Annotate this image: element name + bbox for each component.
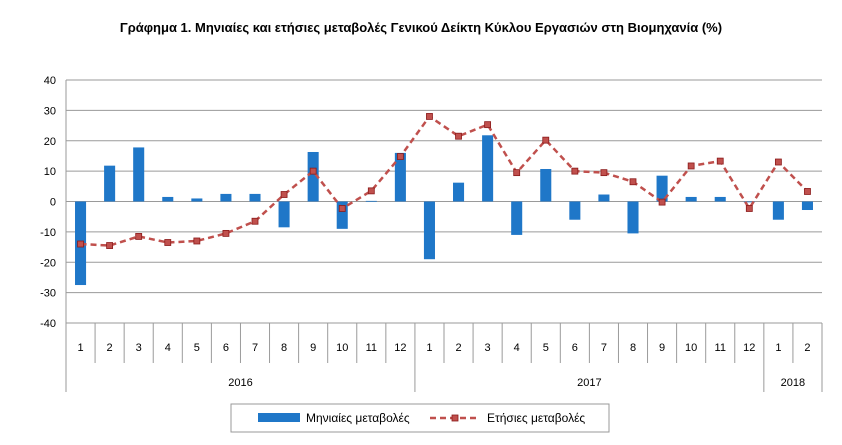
line-point	[571, 167, 579, 175]
line-point	[484, 121, 492, 129]
year-label: 2017	[577, 377, 601, 389]
line-point	[716, 157, 724, 165]
line-point	[455, 132, 462, 140]
line-point	[251, 217, 259, 225]
x-tick-label: 1	[426, 342, 432, 354]
line-point	[774, 158, 782, 166]
bar	[598, 194, 610, 202]
bar	[482, 135, 494, 202]
line-point	[338, 205, 346, 212]
bar	[569, 201, 581, 220]
bar	[191, 198, 203, 202]
x-tick-label: 8	[630, 342, 636, 354]
year-label: 2018	[781, 377, 805, 389]
year-label: 2016	[228, 377, 252, 389]
bar	[394, 152, 406, 202]
line-point	[222, 229, 230, 237]
line-point	[629, 178, 637, 186]
x-tick-label: 9	[659, 342, 665, 354]
line-point	[745, 205, 753, 212]
bar	[685, 196, 697, 202]
line-point	[396, 153, 404, 160]
line-point	[280, 191, 288, 198]
bar	[656, 175, 668, 202]
legend: Μηνιαίες μεταβολές Ετήσιες μεταβολές	[230, 403, 610, 433]
line-point	[687, 162, 695, 170]
line-point	[106, 242, 114, 249]
line-point	[658, 198, 666, 206]
x-tick-label: 1	[775, 342, 781, 354]
line-point	[193, 237, 201, 245]
bar	[627, 201, 639, 234]
line-point	[77, 240, 84, 248]
x-tick-label: 1	[77, 342, 83, 354]
x-tick-label: 8	[281, 342, 287, 354]
x-tick-label: 7	[252, 342, 258, 354]
y-tick-label: 40	[44, 75, 56, 87]
x-tick-label: 9	[310, 342, 316, 354]
x-tick-label: 10	[336, 342, 348, 354]
bar	[249, 193, 261, 202]
line-point	[367, 187, 375, 195]
line-point	[135, 233, 143, 240]
bar	[801, 201, 813, 211]
y-tick-label: 0	[50, 197, 56, 209]
bar	[453, 182, 465, 202]
x-tick-label: 7	[601, 342, 607, 354]
x-tick-label: 12	[394, 342, 406, 354]
bar	[714, 196, 726, 202]
x-tick-label: 6	[223, 342, 229, 354]
x-tick-label: 2	[455, 342, 461, 354]
legend-label-monthly: Μηνιαίες μεταβολές	[306, 411, 410, 425]
bar	[278, 201, 290, 228]
bar	[511, 201, 523, 235]
line-point	[542, 136, 550, 144]
line-point	[804, 188, 811, 195]
x-tick-label: 5	[543, 342, 549, 354]
y-tick-label: 10	[44, 166, 56, 178]
x-tick-label: 2	[804, 342, 810, 354]
bar	[162, 196, 174, 202]
legend-line-marker	[451, 414, 459, 422]
bar	[307, 151, 319, 202]
legend-bar-swatch	[258, 413, 300, 422]
chart-title: Γράφημα 1. Μηνιαίες και ετήσιες μεταβολέ…	[120, 20, 722, 35]
y-tick-label: 20	[44, 136, 56, 148]
x-tick-label: 3	[136, 342, 142, 354]
x-tick-label: 4	[514, 342, 520, 354]
x-tick-label: 5	[194, 342, 200, 354]
bar	[540, 168, 552, 202]
legend-label-annual: Ετήσιες μεταβολές	[487, 411, 585, 425]
y-tick-label: -20	[40, 257, 56, 269]
bar	[104, 165, 116, 202]
bar	[423, 201, 435, 260]
line-point	[426, 113, 433, 120]
y-tick-label: -10	[40, 227, 56, 239]
x-tick-label: 10	[685, 342, 697, 354]
y-tick-label: 30	[44, 105, 56, 117]
bar	[220, 193, 232, 202]
bar	[743, 201, 755, 203]
bar	[365, 200, 377, 202]
bar	[133, 147, 145, 202]
x-tick-label: 3	[485, 342, 491, 354]
bar	[336, 201, 348, 229]
y-tick-label: -40	[40, 318, 56, 330]
x-tick-label: 11	[715, 342, 726, 354]
x-tick-label: 6	[572, 342, 578, 354]
line-point	[600, 169, 608, 177]
line-point	[309, 167, 317, 175]
series-line	[80, 114, 809, 247]
y-tick-label: -30	[40, 288, 56, 300]
x-tick-label: 2	[107, 342, 113, 354]
x-tick-label: 12	[743, 342, 755, 354]
line-point	[513, 169, 521, 177]
x-tick-label: 11	[366, 342, 377, 354]
bar	[772, 201, 784, 220]
x-tick-label: 4	[165, 342, 171, 354]
line-point	[164, 239, 172, 246]
